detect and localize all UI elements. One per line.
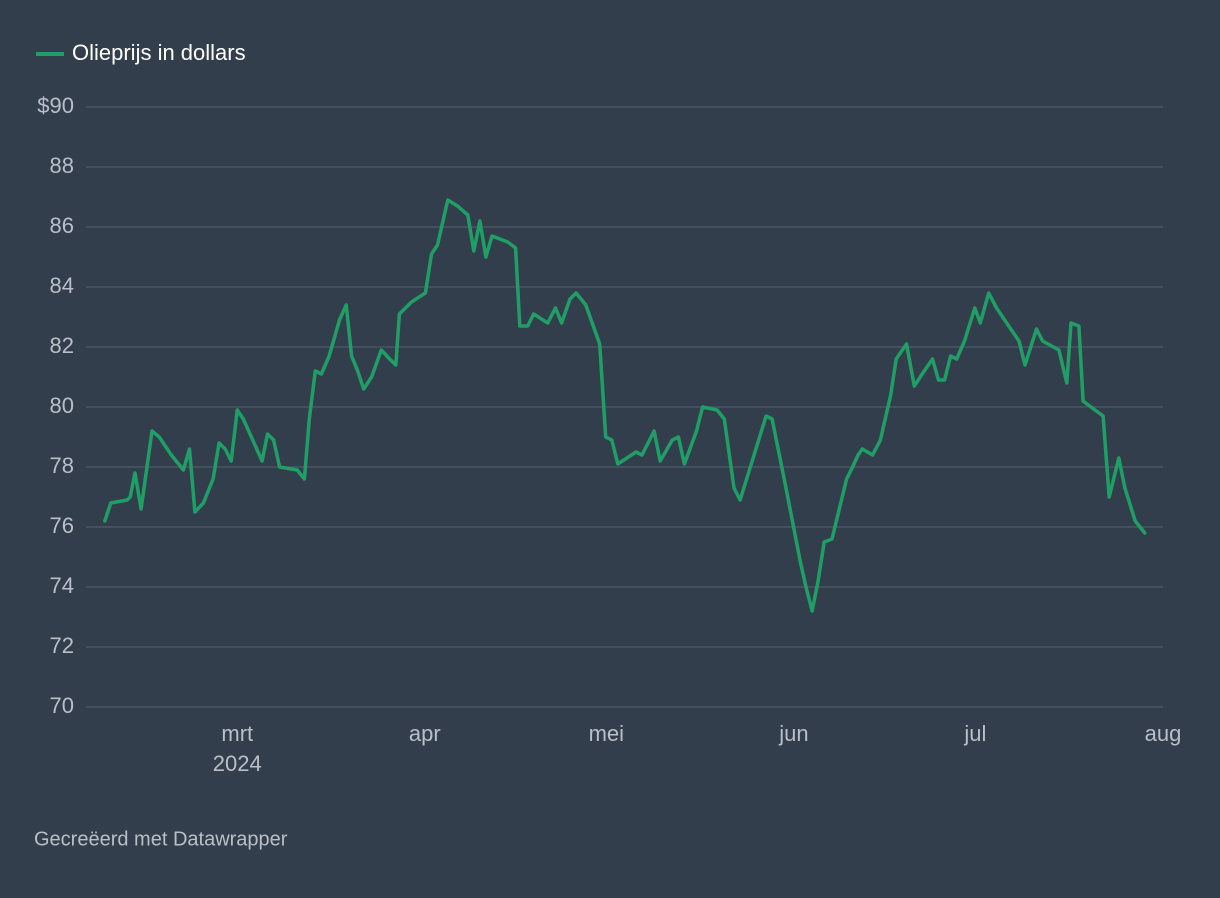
x-tick-label: mrt	[221, 721, 253, 746]
y-tick-label: 80	[50, 393, 74, 418]
y-tick-label: 84	[50, 273, 74, 298]
y-tick-label: 70	[50, 693, 74, 718]
y-tick-label: 76	[50, 513, 74, 538]
y-tick-label: 86	[50, 213, 74, 238]
x-tick-label: apr	[409, 721, 441, 746]
line-series	[103, 198, 1147, 613]
y-tick-label: 82	[50, 333, 74, 358]
y-tick-label: 72	[50, 633, 74, 658]
x-tick-label: jun	[778, 721, 808, 746]
x-tick-label: aug	[1145, 721, 1182, 746]
source: Gecreëerd met Datawrapper	[34, 828, 288, 850]
y-tick-label: 88	[50, 153, 74, 178]
y-tick-label: $90	[37, 93, 74, 118]
x-tick-label: jul	[963, 721, 986, 746]
y-tick-label: 78	[50, 453, 74, 478]
x-tick-label: mei	[589, 721, 624, 746]
y-tick-label: 74	[50, 573, 74, 598]
x-year-label: 2024	[213, 751, 262, 776]
legend-text: Olieprijs in dollars	[72, 40, 246, 65]
